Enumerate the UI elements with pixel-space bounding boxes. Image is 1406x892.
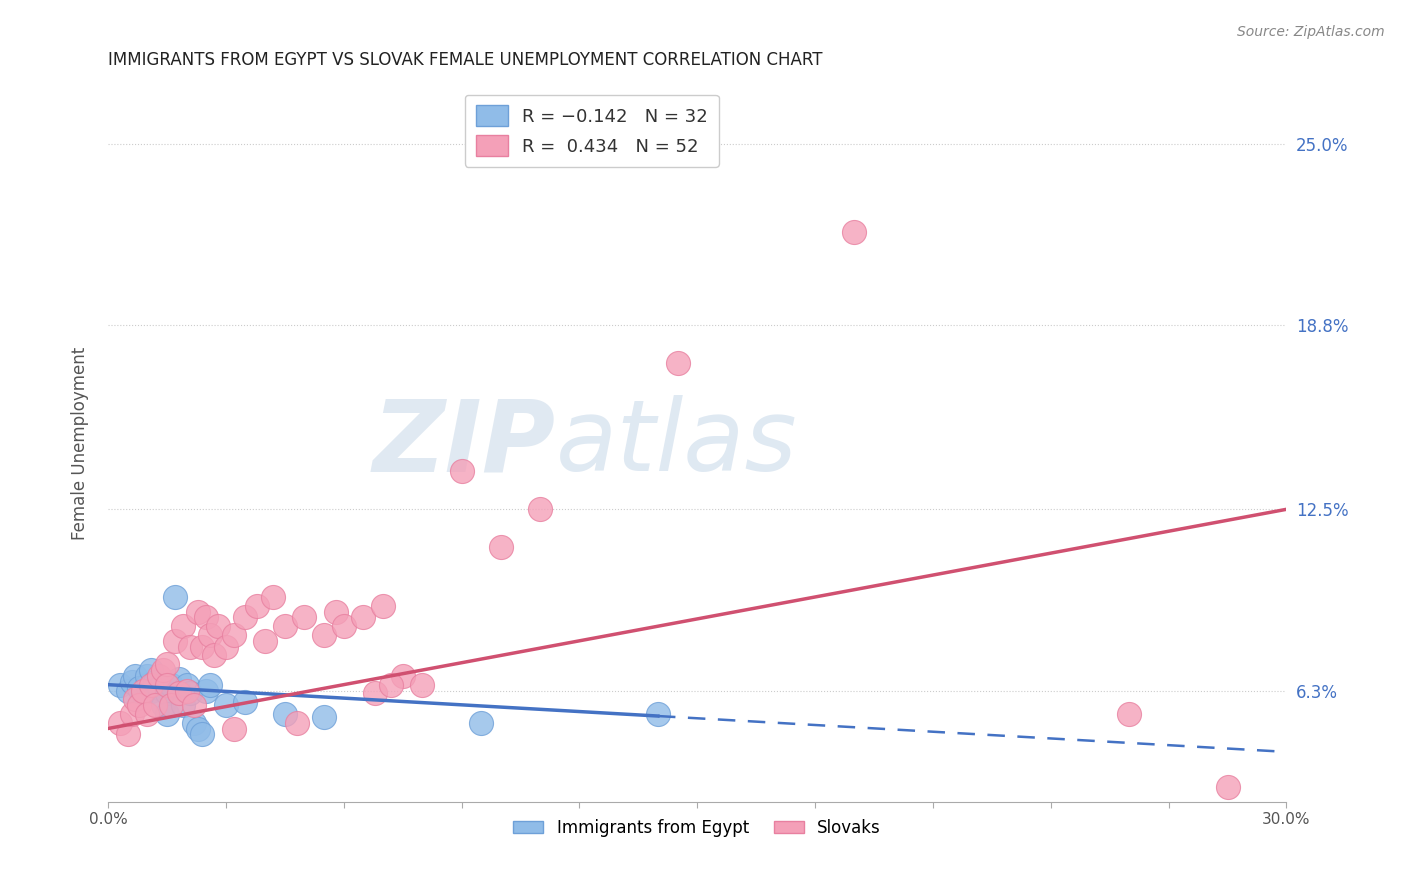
Point	[156, 706, 179, 721]
Point	[215, 640, 238, 654]
Point	[179, 686, 201, 700]
Point	[187, 722, 209, 736]
Text: ZIP: ZIP	[373, 395, 555, 492]
Point	[312, 628, 335, 642]
Point	[160, 698, 183, 712]
Point	[235, 610, 257, 624]
Legend: Immigrants from Egypt, Slovaks: Immigrants from Egypt, Slovaks	[506, 812, 887, 843]
Point	[176, 683, 198, 698]
Point	[124, 669, 146, 683]
Point	[156, 678, 179, 692]
Point	[136, 678, 159, 692]
Point	[285, 715, 308, 730]
Point	[183, 698, 205, 712]
Point	[132, 683, 155, 698]
Point	[222, 628, 245, 642]
Point	[143, 674, 166, 689]
Point	[141, 663, 163, 677]
Point	[364, 686, 387, 700]
Point	[136, 706, 159, 721]
Point	[183, 715, 205, 730]
Point	[195, 683, 218, 698]
Point	[207, 619, 229, 633]
Point	[141, 678, 163, 692]
Y-axis label: Female Unemployment: Female Unemployment	[72, 347, 89, 541]
Point	[124, 692, 146, 706]
Point	[246, 599, 269, 613]
Point	[262, 590, 284, 604]
Point	[844, 225, 866, 239]
Text: atlas: atlas	[555, 395, 797, 492]
Point	[148, 669, 170, 683]
Point	[132, 686, 155, 700]
Point	[128, 681, 150, 695]
Point	[152, 663, 174, 677]
Point	[160, 678, 183, 692]
Point	[198, 678, 221, 692]
Point	[148, 681, 170, 695]
Point	[215, 698, 238, 712]
Point	[117, 727, 139, 741]
Point	[352, 610, 374, 624]
Point	[647, 706, 669, 721]
Point	[254, 633, 277, 648]
Point	[312, 710, 335, 724]
Point	[294, 610, 316, 624]
Point	[371, 599, 394, 613]
Point	[117, 683, 139, 698]
Point	[121, 674, 143, 689]
Point	[172, 619, 194, 633]
Point	[163, 633, 186, 648]
Text: Source: ZipAtlas.com: Source: ZipAtlas.com	[1237, 25, 1385, 39]
Point	[274, 706, 297, 721]
Point	[195, 610, 218, 624]
Point	[143, 698, 166, 712]
Point	[172, 698, 194, 712]
Point	[152, 698, 174, 712]
Point	[202, 648, 225, 663]
Point	[529, 502, 551, 516]
Point	[176, 678, 198, 692]
Point	[391, 669, 413, 683]
Point	[108, 678, 131, 692]
Point	[136, 669, 159, 683]
Point	[489, 541, 512, 555]
Point	[163, 590, 186, 604]
Point	[666, 356, 689, 370]
Point	[198, 628, 221, 642]
Point	[380, 678, 402, 692]
Point	[1118, 706, 1140, 721]
Point	[128, 698, 150, 712]
Point	[108, 715, 131, 730]
Point	[191, 640, 214, 654]
Point	[156, 657, 179, 672]
Point	[450, 464, 472, 478]
Text: IMMIGRANTS FROM EGYPT VS SLOVAK FEMALE UNEMPLOYMENT CORRELATION CHART: IMMIGRANTS FROM EGYPT VS SLOVAK FEMALE U…	[108, 51, 823, 69]
Point	[141, 683, 163, 698]
Point	[167, 686, 190, 700]
Point	[332, 619, 354, 633]
Point	[1216, 780, 1239, 794]
Point	[411, 678, 433, 692]
Point	[187, 605, 209, 619]
Point	[167, 672, 190, 686]
Point	[222, 722, 245, 736]
Point	[121, 706, 143, 721]
Point	[179, 640, 201, 654]
Point	[274, 619, 297, 633]
Point	[191, 727, 214, 741]
Point	[156, 686, 179, 700]
Point	[470, 715, 492, 730]
Point	[235, 695, 257, 709]
Point	[325, 605, 347, 619]
